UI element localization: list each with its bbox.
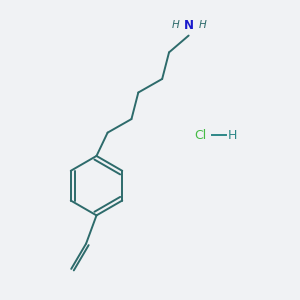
Text: H: H (227, 129, 237, 142)
Text: H: H (199, 20, 207, 30)
Text: H: H (171, 20, 179, 30)
Text: Cl: Cl (195, 129, 207, 142)
Text: N: N (184, 19, 194, 32)
